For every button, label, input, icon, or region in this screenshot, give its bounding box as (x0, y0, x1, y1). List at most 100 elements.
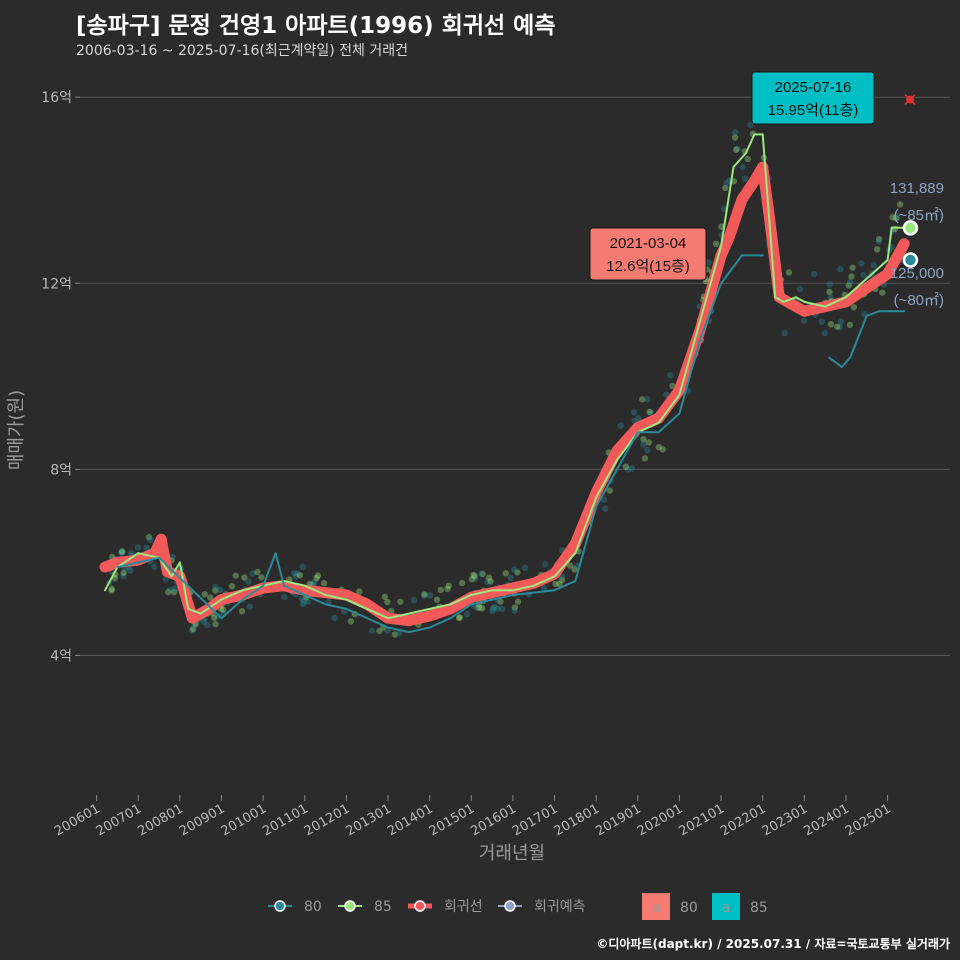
transaction-point (147, 536, 154, 544)
transaction-point (511, 607, 518, 614)
legend-box-label-label85: 85 (750, 900, 768, 916)
x-tick-label: 201401 (385, 801, 435, 839)
transaction-point (381, 593, 389, 601)
transaction-point (245, 578, 252, 585)
transaction-point (837, 318, 845, 325)
y-tick-label: 4억 (50, 648, 72, 664)
transaction-point (421, 592, 428, 600)
transaction-point (162, 576, 169, 583)
chart-title: [송파구] 문정 건영1 아파트(1996) 회귀선 예측 (76, 13, 556, 39)
transaction-point (391, 631, 399, 638)
x-tick-label: 201001 (219, 801, 269, 839)
legend-box-label-label80: 80 (680, 900, 698, 916)
transaction-point (246, 603, 253, 610)
prediction-point-80 (902, 252, 919, 268)
transaction-point (494, 605, 501, 612)
axes: 거래년월 매매가(원) 4억 8억 12억 16억 200601200701200801… (6, 90, 894, 864)
transaction-point (858, 260, 865, 267)
transaction-point (311, 578, 318, 586)
transaction-point (304, 598, 311, 605)
transaction-point (635, 414, 642, 422)
annotation-box-peak-80 (589, 227, 707, 281)
transaction-point (166, 586, 173, 594)
transaction-point (875, 235, 883, 243)
x-tick-label: 202401 (801, 801, 851, 839)
transaction-point (368, 627, 376, 635)
legend-glyph-label85: a (722, 900, 731, 916)
transaction-point (606, 487, 613, 494)
transaction-point (647, 409, 655, 416)
transaction-point (644, 446, 651, 454)
transaction-point (566, 562, 574, 569)
transaction-point (165, 588, 172, 596)
transaction-point (827, 321, 835, 328)
transaction-point (484, 578, 491, 586)
transaction-point (421, 591, 428, 598)
transaction-point (556, 580, 563, 588)
transaction-point (478, 570, 485, 578)
transaction-point (491, 603, 498, 611)
annotations: 2021-03-04 12.6억(15층) 2025-07-16 15.95억(11층… (589, 71, 944, 309)
transaction-point (602, 505, 609, 512)
transaction-point (870, 261, 877, 269)
transaction-point (640, 441, 647, 448)
transaction-point (313, 574, 320, 582)
transaction-point (145, 533, 153, 541)
transaction-point (204, 621, 211, 629)
transaction-point (821, 329, 829, 337)
transaction-point (641, 455, 649, 462)
transaction-point (473, 604, 481, 612)
transaction-point (489, 605, 497, 612)
transaction-point (624, 466, 632, 473)
transaction-point (846, 321, 854, 329)
prediction-area-80: (~80㎡) (894, 292, 944, 309)
transaction-point (744, 155, 751, 163)
transaction-point (296, 572, 304, 579)
transaction-point (622, 463, 630, 470)
transaction-point (437, 586, 444, 594)
transaction-point (472, 575, 479, 582)
transaction-point (169, 553, 176, 561)
transaction-point (347, 618, 355, 625)
transaction-point (826, 288, 833, 296)
regression-line (99, 161, 910, 627)
transaction-point (299, 600, 307, 608)
transaction-point (445, 582, 452, 589)
transaction-point (833, 323, 841, 330)
transaction-point (201, 590, 208, 598)
x-tick-label: 201701 (510, 801, 560, 839)
y-axis-title: 매매가(원) (6, 390, 27, 470)
transaction-point (845, 282, 852, 289)
chart-subtitle: 2006-03-16 ~ 2025-07-16(최근계약일) 전체 거래건 (76, 43, 408, 59)
transaction-point (645, 439, 652, 446)
transaction-point (723, 179, 730, 187)
transaction-point (212, 587, 219, 594)
transaction-point (455, 614, 463, 622)
transaction-point (356, 588, 363, 595)
x-tick-label: 200601 (52, 801, 102, 839)
transaction-point (655, 443, 662, 451)
transaction-point (873, 246, 881, 253)
transaction-point (800, 317, 808, 324)
transaction-point (471, 573, 478, 580)
legend: 80 85 회귀선 회귀예측 a 80 a 85 (268, 893, 768, 920)
transaction-point (119, 548, 126, 555)
x-tick-label: 201201 (302, 801, 352, 839)
transaction-point (889, 214, 896, 221)
transaction-point (848, 273, 855, 280)
transaction-point (639, 396, 646, 403)
annotation-value: 12.6억(15층) (606, 258, 689, 275)
transaction-point (470, 571, 477, 579)
transaction-point (151, 563, 158, 571)
transaction-point (836, 323, 844, 331)
transaction-point (376, 627, 383, 635)
transaction-point (189, 625, 197, 633)
x-tick-label: 202201 (718, 801, 768, 839)
x-tick-label: 201301 (344, 801, 394, 839)
legend-label-regression: 회귀선 (444, 899, 483, 915)
annotation-value: 15.95억(11층) (768, 102, 859, 119)
transaction-point (331, 614, 338, 622)
transaction-point (739, 164, 747, 171)
transaction-point (558, 576, 566, 584)
